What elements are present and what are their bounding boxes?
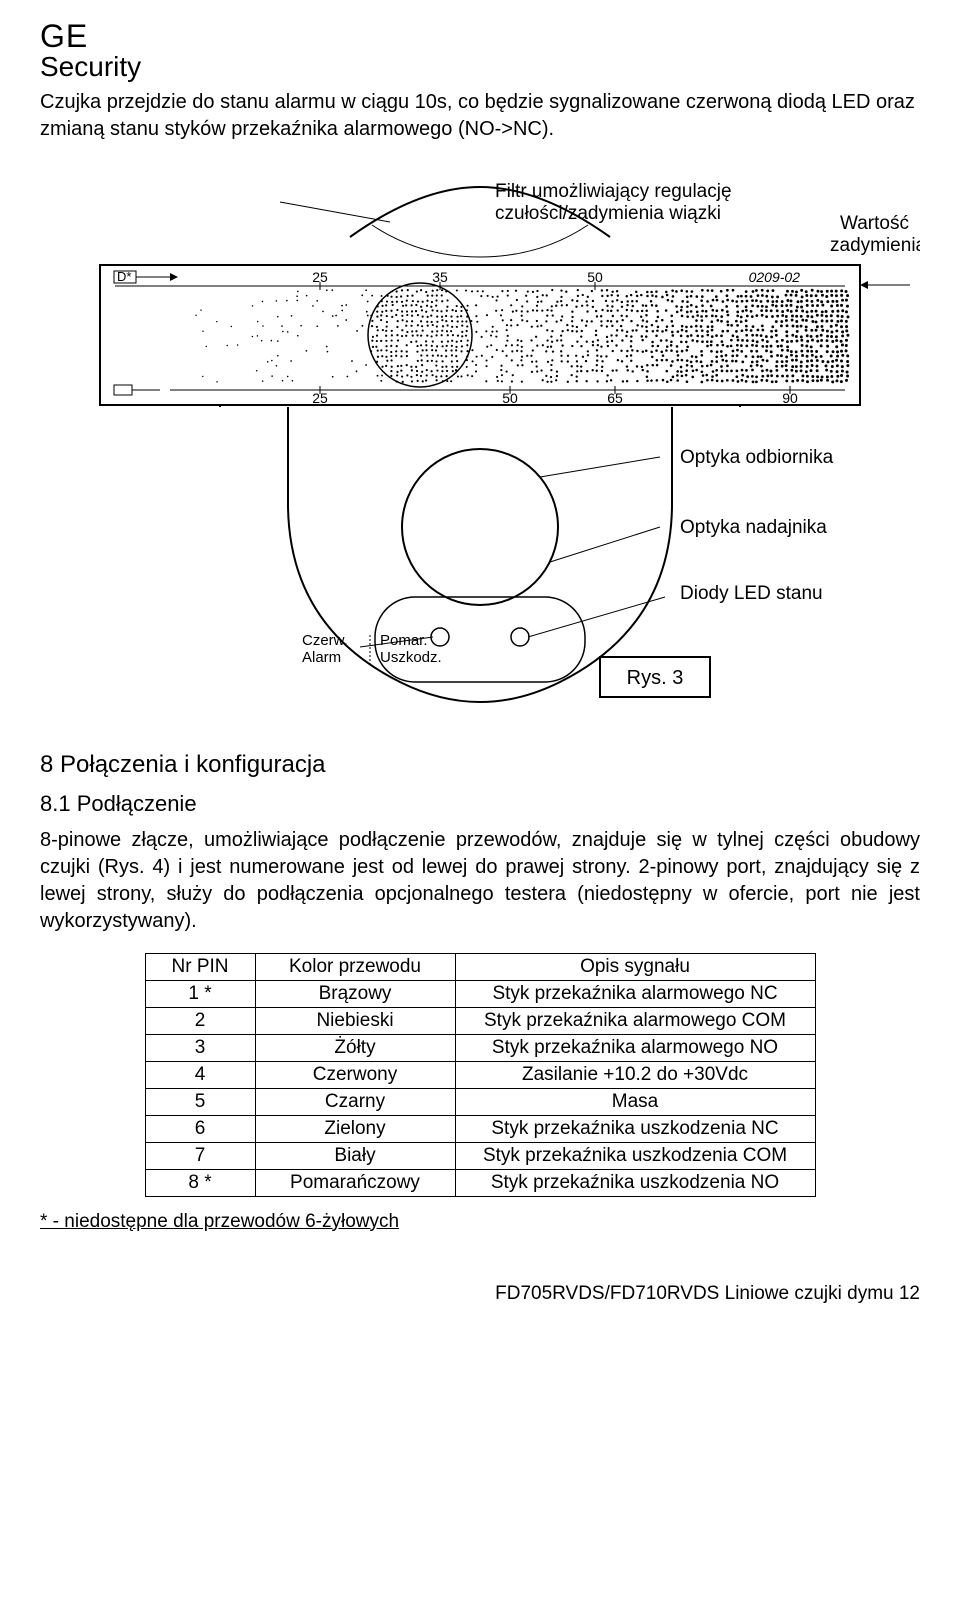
table-row: 2NiebieskiStyk przekaźnika alarmowego CO… <box>145 1007 815 1034</box>
led-right-bot: Uszkodz. <box>380 649 442 666</box>
pin-table: Nr PINKolor przewoduOpis sygnału 1 *Brąz… <box>145 953 816 1197</box>
table-row: 4CzerwonyZasilanie +10.2 do +30Vdc <box>145 1061 815 1088</box>
table-cell: 5 <box>145 1088 255 1115</box>
table-cell: Masa <box>455 1088 815 1115</box>
table-cell: Styk przekaźnika alarmowego NO <box>455 1034 815 1061</box>
table-cell: Pomarańczowy <box>255 1169 455 1196</box>
table-cell: 4 <box>145 1061 255 1088</box>
brand-ge: GE <box>40 20 920 52</box>
svg-text:D*: D* <box>117 269 131 284</box>
table-cell: Niebieski <box>255 1007 455 1034</box>
scale-bot-50: 50 <box>502 390 518 406</box>
table-row: 6ZielonyStyk przekaźnika uszkodzenia NC <box>145 1115 815 1142</box>
table-cell: 1 * <box>145 980 255 1007</box>
scale-bot-25: 25 <box>312 390 328 406</box>
table-cell: 7 <box>145 1142 255 1169</box>
table-row: 7BiałyStyk przekaźnika uszkodzenia COM <box>145 1142 815 1169</box>
label-leds: Diody LED stanu <box>680 583 823 604</box>
table-cell: Styk przekaźnika uszkodzenia NC <box>455 1115 815 1142</box>
table-cell: 6 <box>145 1115 255 1142</box>
figure-label: Rys. 3 <box>627 667 684 689</box>
table-cell: Styk przekaźnika alarmowego NC <box>455 980 815 1007</box>
label-receiver: Optyka odbiornika <box>680 447 834 468</box>
figure-3-diagram: 25 35 50 0209-02 D* 25 50 65 90 Filtr um <box>40 167 920 727</box>
table-row: 3ŻółtyStyk przekaźnika alarmowego NO <box>145 1034 815 1061</box>
table-cell: 3 <box>145 1034 255 1061</box>
table-cell: Styk przekaźnika alarmowego COM <box>455 1007 815 1034</box>
led-left-top: Czerw. <box>302 632 348 649</box>
pin-table-header: Kolor przewodu <box>255 953 455 980</box>
diagram-svg: 25 35 50 0209-02 D* 25 50 65 90 Filtr um <box>40 167 920 727</box>
table-cell: Brązowy <box>255 980 455 1007</box>
label-transmitter: Optyka nadajnika <box>680 517 827 538</box>
table-cell: Czarny <box>255 1088 455 1115</box>
table-cell: 8 * <box>145 1169 255 1196</box>
label-filter-2: czułości/zadymienia wiązki <box>495 203 721 224</box>
table-cell: Styk przekaźnika uszkodzenia NO <box>455 1169 815 1196</box>
scale-ref: 0209-02 <box>749 269 801 285</box>
table-cell: Zasilanie +10.2 do +30Vdc <box>455 1061 815 1088</box>
intro-paragraph: Czujka przejdzie do stanu alarmu w ciągu… <box>40 89 920 143</box>
section-8-1-heading: 8.1 Podłączenie <box>40 791 920 817</box>
pin-table-header: Nr PIN <box>145 953 255 980</box>
pin-table-header: Opis sygnału <box>455 953 815 980</box>
table-footnote: * - niedostępne dla przewodów 6-żyłowych <box>40 1211 920 1233</box>
scale-bot-90: 90 <box>782 390 798 406</box>
table-cell: Biały <box>255 1142 455 1169</box>
table-row: 1 *BrązowyStyk przekaźnika alarmowego NC <box>145 980 815 1007</box>
label-filter-1: Filtr umożliwiający regulację <box>495 181 732 202</box>
table-cell: Styk przekaźnika uszkodzenia COM <box>455 1142 815 1169</box>
table-cell: 2 <box>145 1007 255 1034</box>
section-8-1-paragraph: 8-pinowe złącze, umożliwiające podłączen… <box>40 827 920 935</box>
table-row: 8 *PomarańczowyStyk przekaźnika uszkodze… <box>145 1169 815 1196</box>
led-right-top: Pomar. <box>380 632 428 649</box>
label-smoke-1: Wartość <box>840 213 909 234</box>
brand-security: Security <box>40 52 920 83</box>
scale-bot-65: 65 <box>607 390 623 406</box>
table-cell: Czerwony <box>255 1061 455 1088</box>
led-left-bot: Alarm <box>302 649 341 666</box>
section-8-heading: 8 Połączenia i konfiguracja <box>40 751 920 779</box>
table-cell: Zielony <box>255 1115 455 1142</box>
table-cell: Żółty <box>255 1034 455 1061</box>
page-footer: FD705RVDS/FD710RVDS Liniowe czujki dymu … <box>40 1283 920 1305</box>
label-smoke-2: zadymienia <box>830 235 920 256</box>
table-row: 5CzarnyMasa <box>145 1088 815 1115</box>
